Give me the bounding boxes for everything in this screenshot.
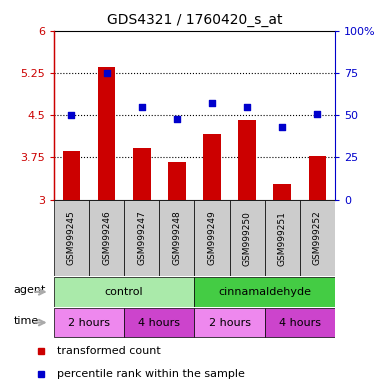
Bar (124, 308, 194, 337)
Text: GSM999252: GSM999252 (313, 211, 322, 265)
Text: GSM999246: GSM999246 (102, 211, 111, 265)
Text: GSM999249: GSM999249 (208, 211, 216, 265)
Point (104, 70, 110, 76)
Point (279, 124, 285, 130)
Text: time: time (13, 316, 39, 326)
Text: 4 hours: 4 hours (279, 318, 321, 328)
Point (314, 111, 320, 117)
Text: GSM999248: GSM999248 (172, 211, 181, 265)
Text: 2 hours: 2 hours (209, 318, 251, 328)
Text: GSM999245: GSM999245 (67, 211, 76, 265)
Title: GDS4321 / 1760420_s_at: GDS4321 / 1760420_s_at (107, 13, 282, 27)
Bar (98, 67, 116, 200)
Text: GSM999250: GSM999250 (243, 211, 252, 265)
Bar (229, 200, 265, 276)
Point (69, 112, 75, 118)
Point (174, 116, 180, 122)
Bar (309, 156, 326, 200)
Bar (203, 134, 221, 200)
Text: GSM999247: GSM999247 (137, 211, 146, 265)
Bar (264, 308, 335, 337)
Bar (54, 200, 89, 276)
Bar (54, 308, 124, 337)
Text: percentile rank within the sample: percentile rank within the sample (57, 369, 245, 379)
Bar (194, 277, 335, 306)
Text: GSM999251: GSM999251 (278, 211, 287, 265)
Point (244, 104, 250, 110)
Bar (133, 148, 151, 200)
Point (139, 104, 145, 110)
Bar (194, 200, 229, 276)
Text: 4 hours: 4 hours (138, 318, 180, 328)
Bar (89, 200, 124, 276)
Bar (194, 308, 265, 337)
Text: 2 hours: 2 hours (68, 318, 110, 328)
Bar (168, 162, 186, 200)
Bar (273, 184, 291, 200)
Text: control: control (105, 287, 144, 297)
Bar (264, 200, 300, 276)
Bar (300, 200, 335, 276)
Text: transformed count: transformed count (57, 346, 161, 356)
Bar (54, 277, 194, 306)
Text: agent: agent (13, 285, 46, 295)
Bar (159, 200, 194, 276)
Text: cinnamaldehyde: cinnamaldehyde (218, 287, 311, 297)
Point (209, 100, 215, 106)
Bar (63, 151, 80, 200)
Bar (238, 120, 256, 200)
Bar (124, 200, 159, 276)
